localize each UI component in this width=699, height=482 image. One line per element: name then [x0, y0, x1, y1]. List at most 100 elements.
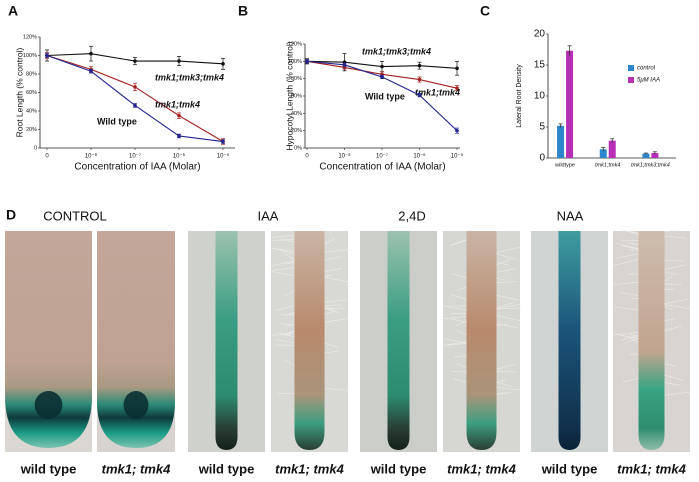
root-hair [281, 239, 295, 243]
root-hair [267, 260, 295, 267]
root-hair [496, 268, 516, 273]
root-hair [630, 297, 639, 299]
root [215, 231, 238, 450]
point [133, 59, 137, 63]
root-hair [664, 304, 692, 310]
root-hair [496, 246, 522, 253]
root-hair [616, 331, 639, 336]
root-hair [621, 224, 639, 232]
series-label: tmk1;tmk3;tmk4 [155, 72, 224, 82]
root-hair [664, 325, 683, 331]
root-hair [664, 259, 684, 262]
root-hair [627, 242, 639, 246]
root-hair [448, 307, 467, 310]
y-tick-label: 100% [288, 59, 302, 65]
root-hair [324, 307, 340, 314]
x-tick-label: 10⁻⁵ [451, 153, 464, 160]
root-hair [453, 355, 467, 358]
root-hair [496, 392, 506, 395]
root-hair [439, 305, 467, 307]
point [417, 63, 422, 68]
y-axis-title: Root Length (% control) [14, 47, 24, 137]
bar [599, 149, 607, 158]
root-hair [496, 294, 520, 301]
root [638, 231, 665, 450]
root-hair [279, 323, 295, 326]
root-hair [664, 235, 687, 239]
point [417, 77, 422, 82]
root-hair [285, 262, 295, 265]
caption: wild type [198, 461, 255, 476]
root-hair [324, 350, 338, 354]
root-hair [271, 271, 295, 277]
root-hair [664, 264, 685, 270]
root-hair [628, 230, 639, 234]
panel-label: D [6, 207, 16, 223]
root-hair [613, 259, 639, 266]
root-hair [630, 338, 639, 343]
point [177, 59, 181, 63]
root-hair [272, 267, 295, 271]
x-tick-label: wildtype [554, 162, 575, 168]
root-hair [496, 323, 518, 328]
root-hair [622, 245, 639, 250]
y-tick-label: 120% [288, 41, 302, 47]
root-hair [324, 256, 342, 261]
root-hair [284, 330, 295, 337]
root-hair [324, 276, 350, 283]
y-tick-label: 80% [26, 71, 37, 77]
series-label: Wild type [97, 116, 137, 126]
root-hair [271, 333, 295, 336]
root-hair [615, 243, 639, 249]
root-hair [664, 374, 684, 381]
x-axis-title: Concentration of IAA (Molar) [319, 162, 445, 173]
legend-swatch [628, 65, 634, 71]
root-hair [324, 249, 351, 253]
root-hair [496, 259, 511, 266]
x-tick-label: 10⁻⁸ [338, 153, 351, 160]
root-hair [278, 332, 295, 338]
y-tick-label: 15 [534, 60, 546, 71]
root-hair [618, 228, 639, 235]
root-hair [496, 253, 517, 260]
root-hair [324, 299, 346, 303]
root-hair [496, 381, 513, 388]
root-hair [664, 298, 688, 305]
root-hair [613, 333, 639, 340]
caption: tmk1; tmk4 [447, 461, 516, 476]
y-tick-label: 10 [534, 91, 546, 102]
caption: tmk1; tmk4 [617, 461, 686, 476]
point [455, 86, 459, 90]
root-hair [267, 247, 295, 252]
root [387, 231, 410, 450]
root-hair [284, 253, 295, 260]
root-hair [324, 268, 342, 272]
x-tick-label: 10⁻⁶ [413, 153, 426, 160]
bar [642, 153, 650, 158]
root-hair [324, 304, 342, 306]
legend-swatch [628, 77, 634, 83]
root-hair [620, 292, 639, 296]
point [89, 51, 93, 56]
root-hair [451, 239, 467, 246]
x-axis-title: Concentration of IAA (Molar) [74, 162, 200, 173]
root-hair [496, 315, 521, 321]
root [558, 231, 581, 450]
point [221, 139, 225, 144]
root-hair [324, 317, 350, 323]
root [97, 231, 175, 448]
y-tick-label: 60% [291, 93, 302, 99]
point [133, 85, 137, 89]
point [455, 128, 459, 133]
y-tick-label: 0 [539, 153, 545, 164]
root-hair [664, 318, 675, 322]
x-tick-label: 10⁻⁷ [376, 153, 388, 160]
root-hair [664, 271, 678, 275]
root-hair [614, 306, 639, 311]
root [466, 231, 497, 450]
root-hair [612, 281, 639, 285]
group-title: IAA [258, 208, 279, 223]
root-hair [496, 307, 523, 310]
root-hair [664, 228, 685, 232]
x-tick-label: 0 [305, 154, 309, 160]
